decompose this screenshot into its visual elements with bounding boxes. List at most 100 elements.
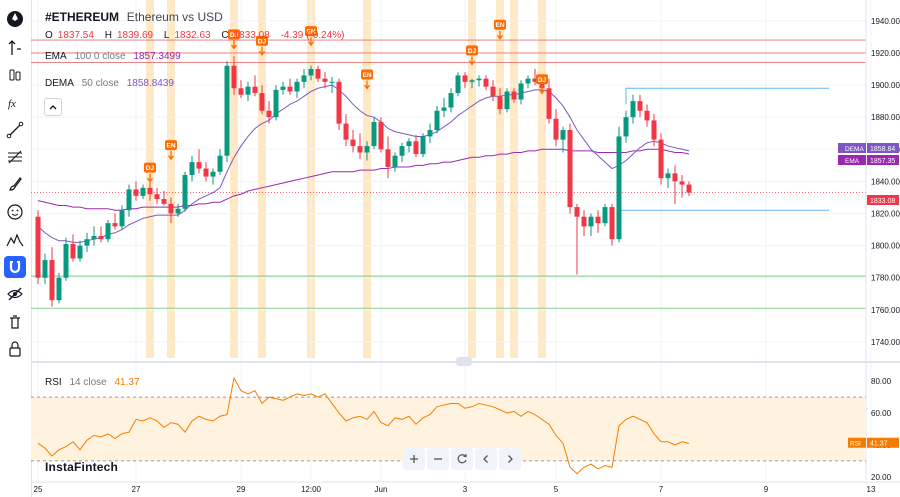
price-badge-text: 1858.84	[870, 146, 895, 153]
candle	[280, 86, 286, 90]
candle	[308, 69, 314, 76]
rsi-legend[interactable]: RSI 14 close 41.37	[45, 377, 145, 388]
candle	[294, 81, 300, 92]
fibonacci-icon	[8, 150, 22, 164]
low-label: L	[163, 30, 170, 41]
trendline-icon	[6, 121, 24, 139]
cursor-tool-button[interactable]	[4, 37, 26, 59]
candle	[182, 174, 188, 209]
candle	[574, 207, 580, 217]
signal-band	[363, 0, 371, 358]
price-tick-label: 1760.00	[871, 306, 900, 315]
fibonacci-tool-button[interactable]	[4, 146, 26, 168]
lock-tool-button[interactable]	[4, 338, 26, 360]
rsi-badge-name	[848, 437, 866, 448]
candle	[518, 83, 524, 100]
signal-flag-label: EN	[495, 22, 504, 29]
chart-navigation	[403, 448, 521, 472]
candle	[469, 80, 475, 82]
ema-legend[interactable]: EMA 100 0 close 1857.3499	[45, 51, 186, 62]
candle	[168, 203, 174, 214]
candle	[238, 88, 244, 95]
scroll-left-button[interactable]	[475, 448, 497, 470]
signal-flag-label: EN	[362, 72, 371, 79]
rsi-tick-label: 20.00	[871, 473, 892, 482]
reset-button[interactable]	[451, 448, 473, 470]
candle	[322, 78, 328, 82]
candle	[105, 223, 111, 240]
candle	[602, 207, 608, 224]
trash-tool-button[interactable]	[4, 311, 26, 333]
signal-flag-label: DJ	[146, 165, 155, 172]
candle	[406, 141, 412, 147]
pattern-tool-button[interactable]	[4, 229, 26, 251]
scroll-right-button[interactable]	[499, 448, 521, 470]
zoom-out-button[interactable]	[427, 448, 449, 470]
chevron-right-icon	[508, 455, 513, 463]
candle	[231, 65, 237, 89]
brand-logo: InstaFintech	[45, 460, 119, 474]
time-tick-label: 25	[34, 485, 43, 494]
dema-value: 1858.8439	[126, 78, 174, 89]
candle	[637, 101, 643, 111]
rsi-tick-label: 80.00	[871, 377, 892, 386]
logo-tool-button[interactable]	[4, 8, 26, 30]
fx-tool-button[interactable]: fx	[4, 92, 26, 114]
dema-params: 50 close	[81, 78, 119, 89]
rsi-badge	[867, 437, 899, 448]
signal-band	[510, 0, 518, 358]
signal-flag	[165, 140, 177, 151]
candle	[595, 216, 601, 224]
collapse-legend-button[interactable]	[44, 98, 62, 116]
signal-flag-label: DJ	[468, 48, 477, 55]
candle	[84, 239, 90, 246]
ema-line	[37, 148, 690, 211]
candle	[196, 162, 202, 169]
signal-flag	[361, 69, 373, 80]
logo-icon	[7, 11, 23, 27]
time-tick-label: 3	[463, 485, 468, 494]
bars-tool-button[interactable]	[4, 64, 26, 86]
symbol-name[interactable]: #ETHEREUM	[45, 10, 120, 24]
price-tick-label: 1780.00	[871, 274, 900, 283]
signal-flag	[536, 74, 548, 85]
signal-arrow	[496, 30, 504, 40]
emoji-tool-button[interactable]	[4, 201, 26, 223]
eye-off-tool-button[interactable]	[4, 283, 26, 305]
candle	[399, 146, 405, 156]
signal-flag-label: DJ	[258, 38, 267, 45]
rsi-tick-label: 60.00	[871, 409, 892, 418]
pattern-icon	[6, 233, 24, 247]
candle	[224, 65, 230, 156]
signal-arrow	[307, 37, 315, 47]
symbol-legend: #ETHEREUM Ethereum vs USD	[45, 10, 228, 24]
brush-tool-button[interactable]	[4, 173, 26, 195]
candle	[476, 78, 482, 81]
pane-resize-handle	[456, 357, 472, 366]
signal-band	[167, 0, 175, 358]
candle	[217, 155, 223, 172]
zoom-in-button[interactable]	[403, 448, 425, 470]
price-badge	[867, 143, 899, 153]
open-label: O	[45, 30, 53, 41]
candle	[112, 223, 118, 227]
candle	[91, 235, 97, 240]
low-value: 1832.63	[174, 30, 211, 41]
lock-icon	[9, 341, 21, 357]
trendline-tool-button[interactable]	[4, 119, 26, 141]
candle	[581, 216, 587, 227]
price-tick-label: 1820.00	[871, 210, 900, 219]
candle	[588, 216, 594, 227]
drawing-toolbar: fx	[0, 0, 32, 497]
candle	[126, 189, 132, 211]
svg-text:fx: fx	[8, 98, 16, 110]
candle	[378, 121, 384, 150]
candle	[532, 78, 538, 82]
signal-band	[468, 0, 476, 358]
minus-icon	[434, 458, 442, 460]
candle	[336, 81, 342, 124]
ema-params: 100 0 close	[74, 51, 126, 62]
dema-legend[interactable]: DEMA 50 close 1858.8439	[45, 78, 179, 89]
magnet-tool-button[interactable]	[4, 256, 26, 278]
